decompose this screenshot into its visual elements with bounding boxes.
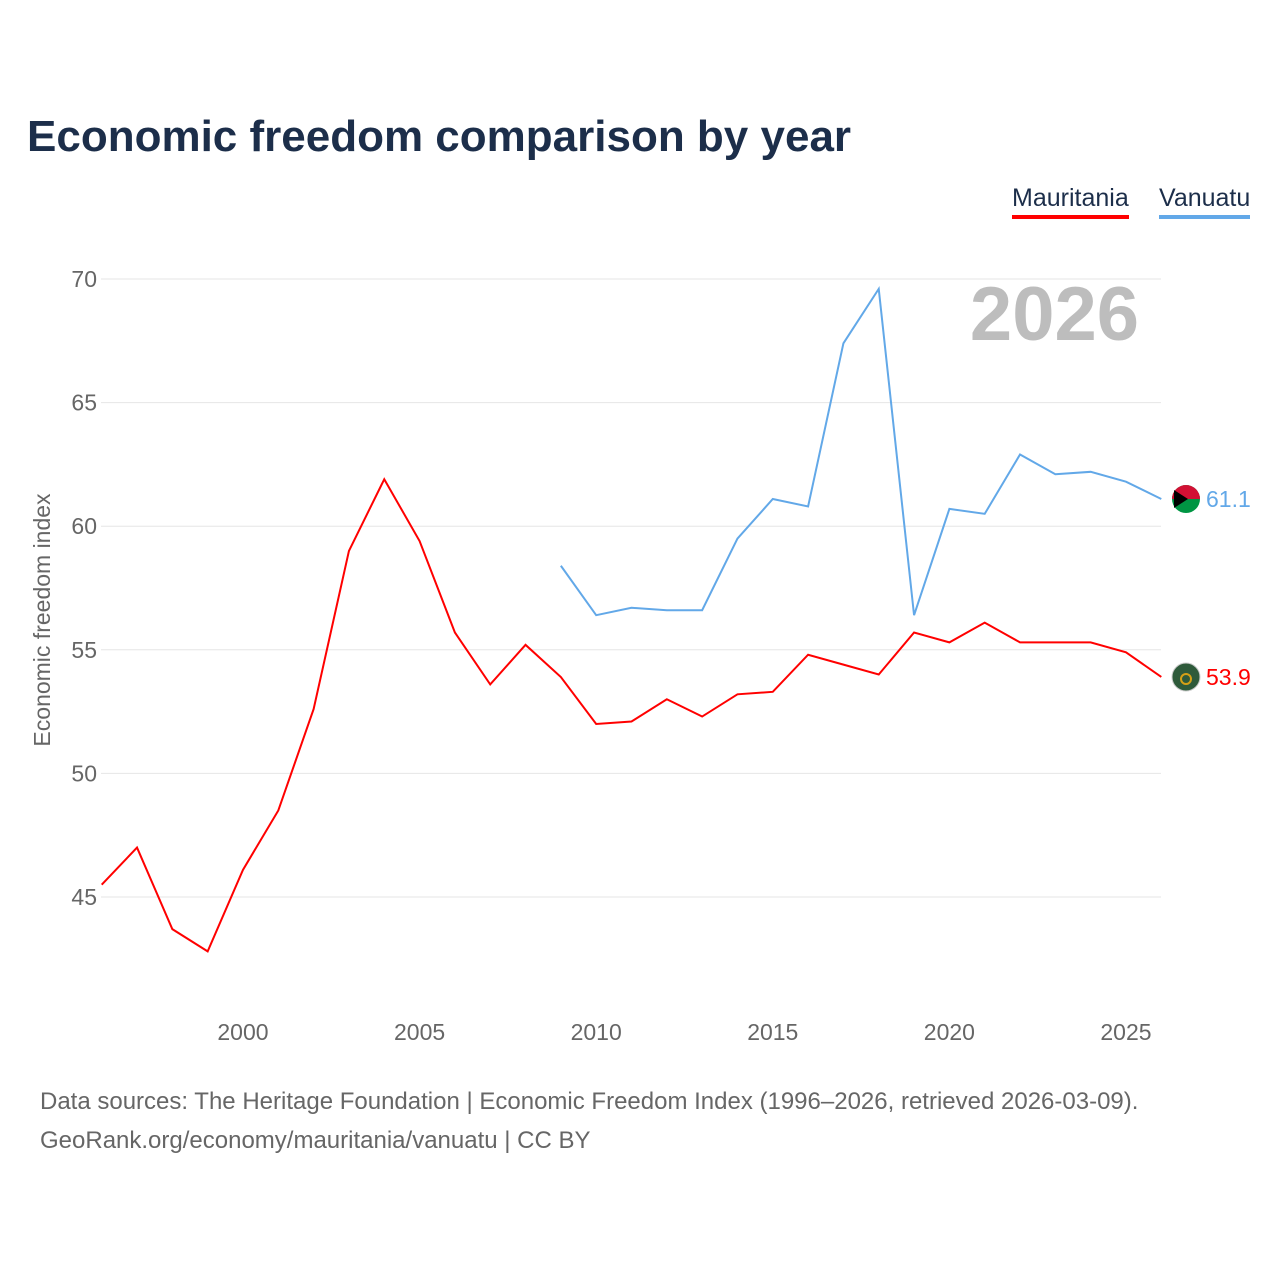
data-point [699, 714, 705, 720]
data-point [840, 662, 846, 668]
data-point [346, 548, 352, 554]
x-tick-label: 2010 [571, 1019, 622, 1045]
data-point [381, 476, 387, 482]
flag-triangle [1174, 490, 1188, 509]
data-point [946, 639, 952, 645]
data-point [558, 563, 564, 569]
data-point [911, 629, 917, 635]
y-tick-label: 60 [71, 513, 97, 539]
end-value-label-mauritania: 53.9 [1206, 664, 1251, 690]
x-tick-label: 2025 [1100, 1019, 1151, 1045]
data-point [134, 845, 140, 851]
y-tick-label: 65 [71, 390, 97, 416]
data-point [629, 605, 635, 611]
data-point [1123, 479, 1129, 485]
data-point [876, 286, 882, 292]
data-point [1052, 639, 1058, 645]
data-point [734, 691, 740, 697]
data-point [1088, 469, 1094, 475]
data-point [1158, 674, 1164, 680]
data-point [523, 642, 529, 648]
y-tick-label: 45 [71, 884, 97, 910]
y-tick-label: 50 [71, 760, 97, 786]
data-point [169, 926, 175, 932]
data-point [840, 340, 846, 346]
x-tick-label: 2015 [747, 1019, 798, 1045]
end-value-label-vanuatu: 61.1 [1206, 486, 1251, 512]
data-point [770, 689, 776, 695]
y-tick-label: 70 [71, 266, 97, 292]
data-point [1158, 496, 1164, 502]
data-point [699, 607, 705, 613]
data-point [593, 612, 599, 618]
data-point [982, 620, 988, 626]
data-point [558, 674, 564, 680]
data-point [770, 496, 776, 502]
data-point [946, 506, 952, 512]
data-point [805, 652, 811, 658]
year-watermark: 2026 [970, 272, 1139, 357]
series-line-mauritania [100, 477, 1162, 953]
x-tick-label: 2000 [217, 1019, 268, 1045]
data-point [417, 538, 423, 544]
data-point [664, 696, 670, 702]
footer-sources: Data sources: The Heritage Foundation | … [40, 1088, 1139, 1115]
data-point [487, 681, 493, 687]
data-point [1123, 649, 1129, 655]
legend-mauritania[interactable]: Mauritania [1012, 184, 1129, 219]
mauritania-flag-icon [1171, 662, 1201, 692]
data-point [734, 536, 740, 542]
series-line-vanuatu [560, 285, 1162, 617]
data-point [629, 718, 635, 724]
x-tick-label: 2020 [924, 1019, 975, 1045]
data-point [876, 672, 882, 678]
data-point [593, 721, 599, 727]
data-point [205, 948, 211, 954]
data-point [275, 807, 281, 813]
data-point [1017, 452, 1023, 458]
data-point [1088, 639, 1094, 645]
x-tick-label: 2005 [394, 1019, 445, 1045]
y-axis-label: Economic freedom index [29, 493, 55, 747]
data-point [664, 607, 670, 613]
data-point [1017, 639, 1023, 645]
footer-link[interactable]: GeoRank.org/economy/mauritania/vanuatu |… [40, 1127, 591, 1154]
data-point [1052, 471, 1058, 477]
y-tick-label: 55 [71, 637, 97, 663]
data-point [452, 629, 458, 635]
data-point [240, 867, 246, 873]
data-point [911, 612, 917, 618]
data-point [311, 706, 317, 712]
data-point [982, 511, 988, 517]
chart-title: Economic freedom comparison by year [27, 112, 852, 161]
legend-vanuatu[interactable]: Vanuatu [1159, 184, 1251, 219]
flag-emblem [1180, 672, 1192, 685]
data-point [805, 503, 811, 509]
data-point [99, 882, 105, 888]
